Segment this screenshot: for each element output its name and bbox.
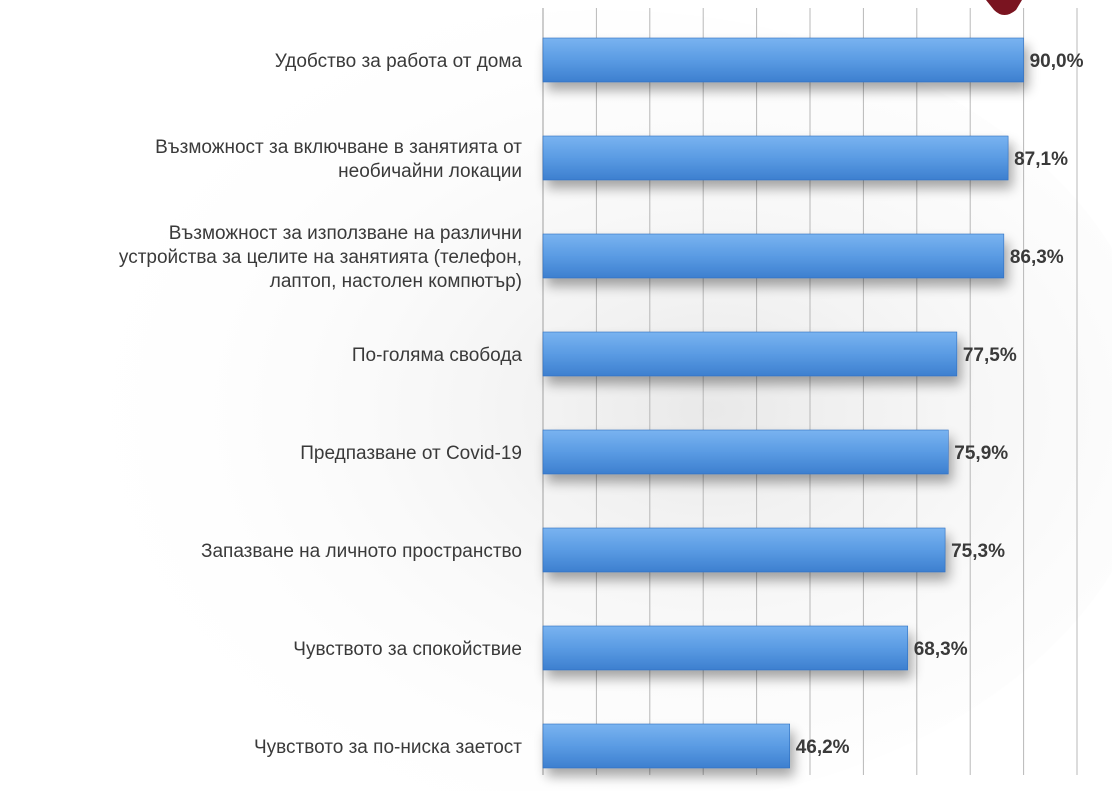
value-label-4: 77,5% [963,345,1017,366]
category-label-2-line-2: необичайни локации [338,161,522,182]
bar-4 [542,331,958,377]
category-label-6: Запазване на личното пространство [201,541,522,562]
bar-3 [542,233,1005,279]
value-label-7: 68,3% [914,639,968,660]
category-label-3-line-3: лаптоп, настолен компютър) [270,271,522,292]
category-label-3-line-2: устройства за целите на занятията (телеф… [119,247,522,268]
bar-5 [542,429,949,475]
category-label-7: Чувството за спокойствие [293,639,522,660]
value-label-1: 90,0% [1030,51,1084,72]
value-label-8: 46,2% [796,737,850,758]
category-label-4: По-голяма свобода [352,345,523,366]
value-label-2: 87,1% [1014,149,1068,170]
bar-2 [542,135,1009,181]
value-label-6: 75,3% [951,541,1005,562]
category-label-1: Удобство за работа от дома [275,51,523,72]
category-label-3-line-1: Възможност за използване на различни [169,223,522,244]
bar-1 [542,37,1024,83]
bar-7 [542,625,909,671]
category-labels: Удобство за работа от дома Възможност за … [119,51,523,758]
bar-6 [542,527,946,573]
bars [542,37,1024,769]
category-label-5: Предпазване от Covid-19 [300,443,522,464]
value-label-5: 75,9% [954,443,1008,464]
value-label-3: 86,3% [1010,247,1064,268]
logo-fragment [986,0,1022,15]
bar-8 [542,723,791,769]
background-glow [40,10,1112,791]
value-labels: 90,0% 87,1% 86,3% 77,5% 75,9% 75,3% 68,3% 46,2% [796,51,1084,758]
category-label-8: Чувството за по-ниска заетост [254,737,522,758]
category-label-2-line-1: Възможност за включване в занятията от [155,137,522,158]
